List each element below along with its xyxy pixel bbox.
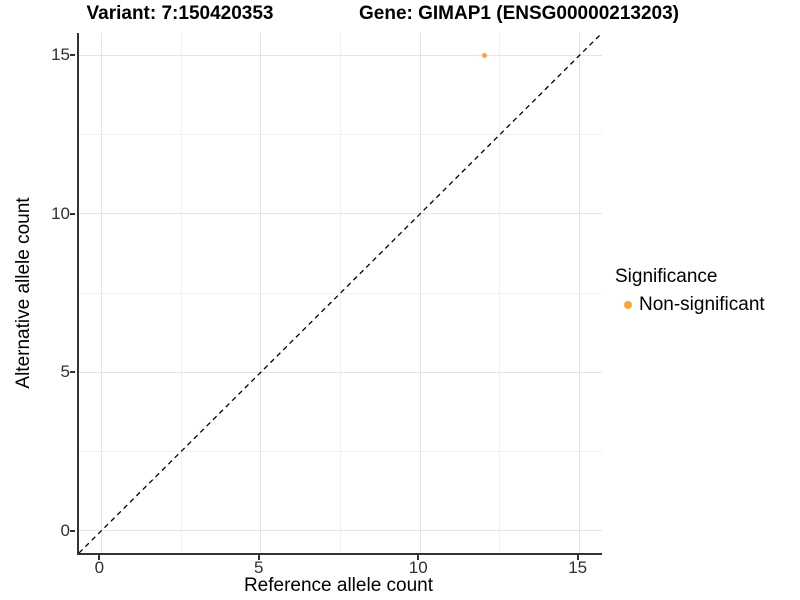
y-tick-label: 15 [51, 45, 70, 65]
legend-swatch [624, 300, 632, 309]
plot-title-gene: Gene: GIMAP1 (ENSG00000213203) [359, 3, 679, 24]
plot-panel [77, 33, 602, 555]
y-tick-mark [70, 529, 75, 532]
legend-item: Non-significant [624, 294, 765, 315]
x-major-gridline [579, 33, 581, 553]
x-major-gridline [419, 33, 421, 553]
y-tick-mark [70, 54, 75, 57]
x-tick-mark [417, 555, 420, 560]
plot-title-variant: Variant: 7:150420353 [86, 3, 274, 24]
y-minor-gridline [79, 292, 602, 294]
x-major-gridline [260, 33, 262, 553]
y-tick-mark [70, 212, 75, 215]
legend-title: Significance [615, 266, 718, 287]
y-major-gridline [79, 54, 602, 56]
y-tick-label: 0 [60, 520, 70, 540]
identity-dashed-line [79, 33, 602, 553]
y-tick-mark [70, 371, 75, 374]
x-tick-mark [98, 555, 101, 560]
x-tick-label: 0 [94, 558, 105, 577]
y-tick-label: 10 [51, 203, 70, 223]
data-point [481, 52, 487, 58]
x-axis-title: Reference allele count [243, 575, 434, 596]
y-major-gridline [79, 213, 602, 215]
x-tick-mark [257, 555, 260, 560]
y-minor-gridline [79, 133, 602, 135]
y-major-gridline [79, 371, 602, 373]
y-major-gridline [79, 530, 602, 532]
x-tick-label: 10 [408, 558, 428, 577]
y-tick-label: 5 [60, 362, 70, 382]
legend: Significance Non-significant [615, 266, 765, 315]
x-tick-label: 15 [568, 558, 588, 577]
y-axis-title-text: Alternative allele count [13, 197, 34, 389]
y-minor-gridline [79, 451, 602, 453]
legend-item-label: Non-significant [639, 294, 765, 315]
x-tick-mark [576, 555, 579, 560]
x-major-gridline [100, 33, 102, 553]
x-tick-label: 5 [254, 558, 264, 577]
